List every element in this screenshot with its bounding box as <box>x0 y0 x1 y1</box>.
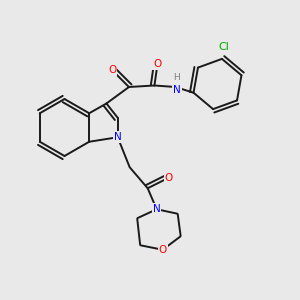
Text: O: O <box>165 173 173 183</box>
Text: H: H <box>174 74 180 82</box>
Text: N: N <box>153 204 160 214</box>
Text: O: O <box>108 65 117 76</box>
Text: N: N <box>173 85 181 95</box>
Text: O: O <box>159 245 167 255</box>
Text: O: O <box>153 59 162 70</box>
Text: Cl: Cl <box>218 42 229 52</box>
Text: N: N <box>114 132 122 142</box>
